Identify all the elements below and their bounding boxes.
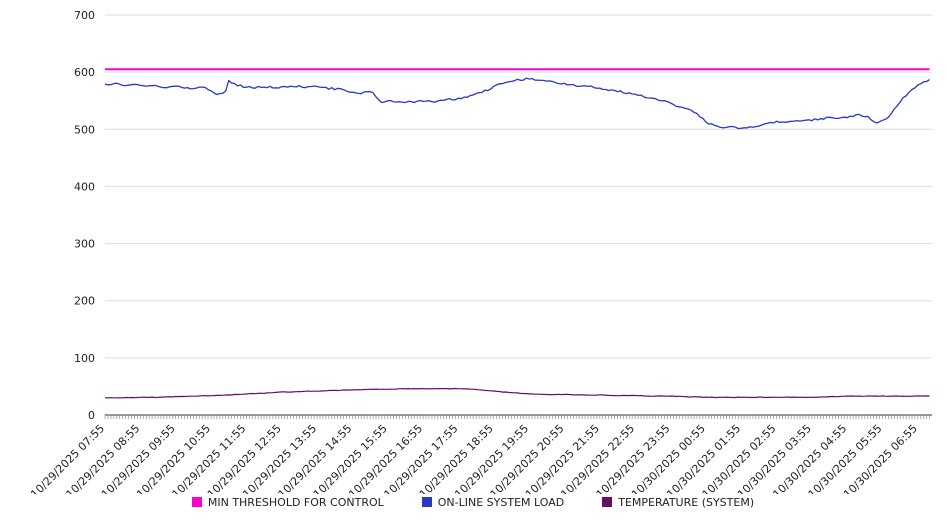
y-axis-tick-label: 500	[74, 123, 95, 136]
legend-swatch-icon	[421, 497, 432, 507]
legend-label: ON-LINE SYSTEM LOAD	[437, 495, 565, 509]
legend-swatch-icon	[602, 497, 613, 507]
legend-item-0: MIN THRESHOLD FOR CONTROL	[191, 495, 384, 509]
y-axis-tick-label: 200	[74, 295, 95, 308]
series-line-1	[104, 77, 930, 130]
chart-legend: MIN THRESHOLD FOR CONTROL ON-LINE SYSTEM …	[0, 488, 946, 516]
legend-label: TEMPERATURE (SYSTEM)	[618, 495, 755, 509]
y-axis-tick-label: 400	[74, 180, 95, 193]
y-axis-tick-label: 100	[74, 352, 95, 365]
legend-label: MIN THRESHOLD FOR CONTROL	[207, 495, 384, 509]
x-axis-tick-label: 10/29/2025 07:55	[28, 422, 107, 494]
y-axis-tick-label: 700	[74, 9, 95, 22]
y-axis-tick-label: 300	[74, 238, 95, 251]
y-axis-tick-label: 600	[74, 66, 95, 79]
legend-item-2: TEMPERATURE (SYSTEM)	[602, 496, 754, 509]
series-line-2	[104, 387, 930, 399]
y-axis-tick-label: 0	[88, 409, 95, 422]
legend-item-1: ON-LINE SYSTEM LOAD	[421, 495, 565, 509]
legend-swatch-icon	[191, 497, 202, 507]
